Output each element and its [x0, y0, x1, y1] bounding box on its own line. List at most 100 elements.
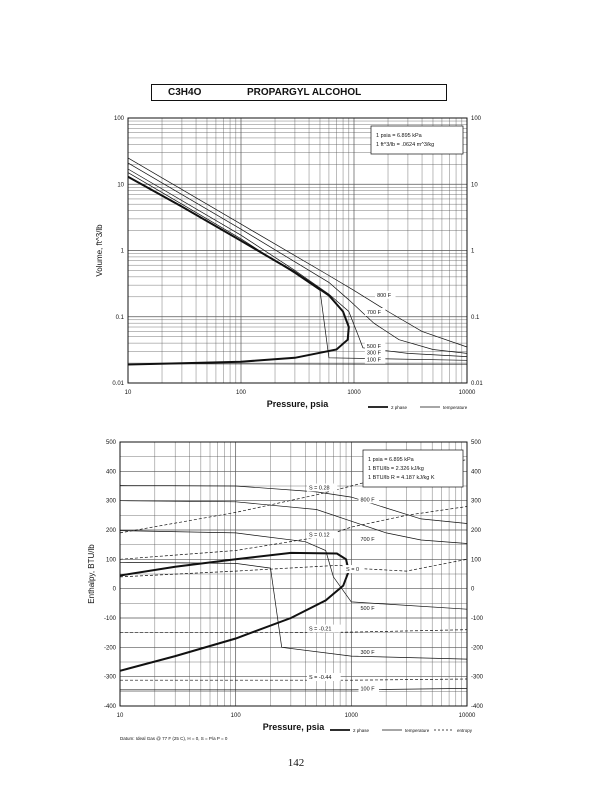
volume-x-tick-label: 1000 [347, 390, 361, 396]
annotation-bg [306, 483, 338, 492]
saturation-curve [119, 551, 350, 672]
enthalpy-y-tick-label-left: 0 [113, 587, 117, 593]
annotation-bg [358, 534, 379, 543]
legend-label: entropy [457, 728, 473, 733]
legend-label: temperature [443, 405, 468, 410]
annotation-bg [364, 341, 386, 350]
enthalpy-y-tick-label-right: 200 [471, 528, 482, 534]
isotherm-line [127, 157, 468, 348]
legend-label: 2 phase [391, 405, 408, 410]
conversion-note-line: 1 BTU/lb = 2.326 kJ/kg [368, 466, 424, 472]
enthalpy-conversion-note-box [362, 449, 464, 488]
enthalpy-y-tick-label-right: -400 [471, 704, 484, 710]
isotherm-line [119, 530, 468, 610]
curve-annotation: 100 F [367, 358, 382, 364]
volume-y-tick-label-left: 10 [117, 182, 124, 188]
volume-y-axis-label: Volume, ft^3/lb [95, 224, 104, 277]
annotation-bg [306, 530, 338, 539]
enthalpy-x-tick-label: 100 [231, 713, 242, 719]
annotation-bg [364, 308, 386, 317]
volume-grid [127, 118, 467, 384]
annotation-bg [306, 624, 341, 633]
enthalpy-y-tick-label-left: 400 [106, 469, 117, 475]
volume-y-tick-label-right: 1 [471, 249, 475, 255]
isotherm-line [119, 485, 468, 524]
entropy-line [119, 506, 468, 560]
annotation-bg [344, 565, 365, 574]
volume-y-tick-label-left: 100 [114, 116, 125, 122]
curve-annotation: S = -0.21 [309, 627, 331, 633]
curve-annotation: 700 F [367, 310, 382, 316]
isotherm-line [127, 168, 468, 357]
enthalpy-pressure-chart: 10 100 1000 10000-400 -400-300 -300-200 -200-1… [87, 440, 484, 741]
isotherm-line [127, 172, 468, 361]
annotation-bg [364, 348, 386, 357]
curve-annotation: 300 F [360, 650, 375, 656]
isotherm-line [127, 162, 468, 354]
enthalpy-y-tick-label-right: 500 [471, 440, 482, 446]
annotation-bg [306, 673, 341, 682]
enthalpy-y-tick-label-left: 500 [106, 440, 117, 446]
volume-y-tick-label-left: 1 [121, 249, 125, 255]
enthalpy-y-tick-label-right: -200 [471, 645, 484, 651]
volume-conversion-note-box [370, 125, 464, 155]
conversion-note-line: 1 ft^3/lb = .0624 m^3/kg [376, 142, 434, 148]
chart-title-box: C3H4O PROPARGYL ALCOHOL [151, 84, 447, 101]
enthalpy-y-tick-label-left: 300 [106, 499, 117, 505]
curve-annotation: S = 0.28 [309, 486, 330, 492]
isotherm-line [119, 500, 468, 544]
volume-pressure-chart: 10 100 1000 10000 0.01 0.01 0.1 0.1 1 1 10 10 100 100… [95, 116, 483, 410]
compound-name: PROPARGYL ALCOHOL [247, 87, 362, 98]
annotation-bg [358, 495, 379, 504]
enthalpy-y-tick-label-right: 300 [471, 499, 482, 505]
volume-plot-frame [127, 117, 468, 384]
enthalpy-y-axis-label: Enthalpy, BTU/lb [87, 544, 96, 604]
legend-label: 2 phase [353, 728, 370, 733]
saturation-curve [127, 175, 350, 366]
enthalpy-y-tick-label-left: -200 [104, 645, 117, 651]
legend-label: temperature [405, 728, 430, 733]
curve-annotation: 100 F [360, 686, 375, 692]
entropy-line [120, 629, 468, 634]
curve-annotation: S = -0.44 [309, 675, 331, 681]
volume-x-axis-label: Pressure, psia [267, 399, 330, 409]
enthalpy-y-tick-label-left: -300 [104, 675, 117, 681]
enthalpy-x-tick-label: 10000 [459, 713, 476, 719]
enthalpy-y-tick-label-right: 0 [471, 587, 475, 593]
enthalpy-y-tick-label-left: -100 [104, 616, 117, 622]
enthalpy-plot-frame [119, 441, 468, 707]
annotation-bg [375, 290, 396, 299]
volume-x-tick-label: 10 [125, 390, 132, 396]
entropy-line [120, 678, 468, 681]
conversion-note-line: 1 psia = 6.895 kPa [376, 133, 423, 139]
curve-annotation: S = 0 [346, 567, 359, 573]
enthalpy-y-tick-label-right: 100 [471, 557, 482, 563]
curve-annotation: 500 F [360, 606, 375, 612]
curve-annotation: 800 F [377, 293, 392, 299]
curve-annotation: 700 F [360, 537, 375, 543]
volume-y-tick-label-right: 100 [471, 116, 482, 122]
datum-footnote: Datum: Ideal Gas @ 77 F (25 C), H = 0, S… [120, 736, 228, 741]
volume-y-tick-label-left: 0.01 [112, 381, 124, 387]
volume-x-tick-label: 100 [236, 390, 247, 396]
annotation-bg [358, 648, 379, 657]
curve-annotation: 800 F [360, 497, 375, 503]
volume-y-tick-label-right: 10 [471, 182, 478, 188]
curve-annotation: S = 0.12 [309, 532, 330, 538]
enthalpy-x-axis-label: Pressure, psia [263, 722, 326, 732]
enthalpy-y-tick-label-right: -100 [471, 616, 484, 622]
volume-y-tick-label-right: 0.1 [471, 315, 480, 321]
volume-y-tick-label-right: 0.01 [471, 381, 483, 387]
annotation-bg [358, 604, 379, 613]
enthalpy-y-tick-label-right: -300 [471, 675, 484, 681]
enthalpy-x-tick-label: 1000 [345, 713, 359, 719]
annotation-bg [358, 684, 379, 693]
enthalpy-y-tick-label-left: 200 [106, 528, 117, 534]
isotherm-line [119, 561, 468, 660]
conversion-note-line: 1 psia = 6.895 kPa [368, 457, 415, 463]
isotherm-line [120, 688, 468, 691]
volume-y-tick-label-left: 0.1 [116, 315, 125, 321]
volume-x-tick-label: 10000 [459, 390, 476, 396]
compound-formula: C3H4O [168, 87, 202, 98]
curve-annotation: 500 F [367, 344, 382, 350]
